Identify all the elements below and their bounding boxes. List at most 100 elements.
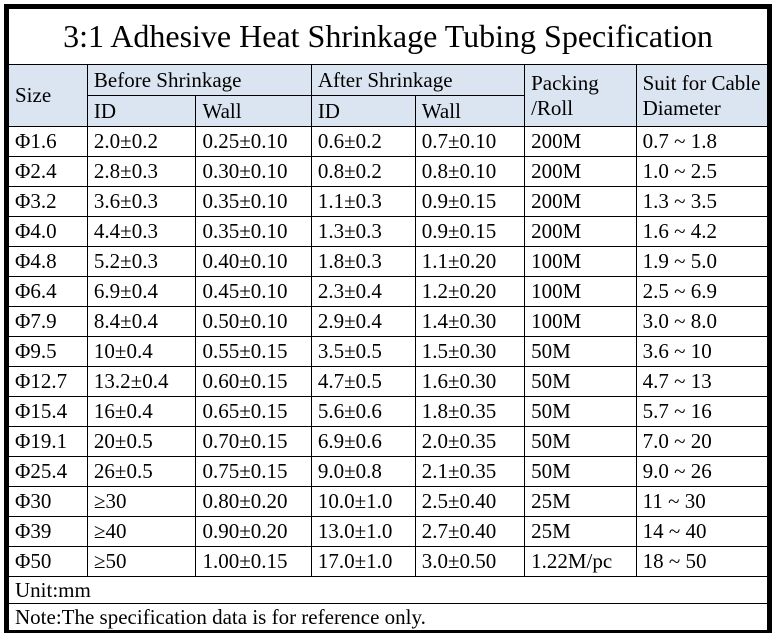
size-cell: Φ50 <box>8 546 88 577</box>
size-cell: Φ30 <box>8 486 88 517</box>
data-cell: 25M <box>524 516 637 547</box>
data-cell: 0.45±0.10 <box>195 276 312 307</box>
table-row: Φ30 ≥30 0.80±0.20 10.0±1.0 2.5±0.40 25M 11 ~ 3… <box>8 486 769 517</box>
data-cell: 1.5±0.30 <box>414 336 526 367</box>
data-cell: 1.3±0.3 <box>310 216 416 247</box>
table-row: Φ19.1 20±0.5 0.70±0.15 6.9±0.6 2.0±0.35 50M 7.… <box>8 426 769 457</box>
data-cell: 0.8±0.2 <box>310 156 416 187</box>
data-cell: 2.5±0.40 <box>414 486 526 517</box>
data-cell: 3.0±0.50 <box>414 546 526 577</box>
data-cell: 2.5 ~ 6.9 <box>635 276 769 307</box>
data-cell: 1.00±0.15 <box>195 546 312 577</box>
data-cell: 2.8±0.3 <box>86 156 197 187</box>
data-cell: 50M <box>524 336 637 367</box>
data-cell: 3.6 ~ 10 <box>635 336 769 367</box>
data-cell: 5.2±0.3 <box>86 246 197 277</box>
size-cell: Φ1.6 <box>8 126 88 157</box>
data-cell: 1.22M/pc <box>524 546 637 577</box>
data-cell: 0.80±0.20 <box>195 486 312 517</box>
note-label: Note:The specification data is for refer… <box>8 603 768 632</box>
table-row: Φ1.6 2.0±0.2 0.25±0.10 0.6±0.2 0.7±0.10 200M 0… <box>8 126 769 157</box>
data-cell: 1.6±0.30 <box>414 366 526 397</box>
data-cell: 200M <box>524 156 637 187</box>
data-cell: 0.9±0.15 <box>414 186 526 217</box>
data-cell: 1.3 ~ 3.5 <box>635 186 769 217</box>
data-cell: 25M <box>524 486 637 517</box>
data-cell: 16±0.4 <box>86 396 197 427</box>
table-row: Φ9.5 10±0.4 0.55±0.15 3.5±0.5 1.5±0.30 50M 3.6… <box>8 336 769 367</box>
data-cell: 7.0 ~ 20 <box>635 426 769 457</box>
data-cell: 0.40±0.10 <box>195 246 312 277</box>
data-cell: ≥50 <box>86 546 197 577</box>
data-cell: 10±0.4 <box>86 336 197 367</box>
table-row: Φ6.4 6.9±0.4 0.45±0.10 2.3±0.4 1.2±0.20 100M 2… <box>8 276 769 307</box>
header-after-wall: Wall <box>414 95 526 127</box>
header-before-id: ID <box>86 95 197 127</box>
note-row: Note:The specification data is for refer… <box>8 603 768 632</box>
data-cell: ≥30 <box>86 486 197 517</box>
data-cell: 20±0.5 <box>86 426 197 457</box>
page-title: 3:1 Adhesive Heat Shrinkage Tubing Speci… <box>8 8 768 65</box>
data-cell: 1.8±0.35 <box>414 396 526 427</box>
spec-table: 3:1 Adhesive Heat Shrinkage Tubing Speci… <box>8 8 769 632</box>
header-before-shrinkage: Before Shrinkage <box>86 64 312 96</box>
header-row-2: ID Wall ID Wall <box>9 95 768 127</box>
size-cell: Φ3.2 <box>8 186 88 217</box>
data-cell: 50M <box>524 396 637 427</box>
header-size: Size <box>8 64 88 127</box>
size-cell: Φ6.4 <box>8 276 88 307</box>
header-row-1: Size Before Shrinkage After Shrinkage Pa… <box>8 64 769 127</box>
data-cell: 1.1±0.3 <box>310 186 416 217</box>
data-cell: 13.0±1.0 <box>310 516 416 547</box>
table-row: Φ12.7 13.2±0.4 0.60±0.15 4.7±0.5 1.6±0.30 50M… <box>8 366 769 397</box>
data-cell: 8.4±0.4 <box>86 306 197 337</box>
size-cell: Φ15.4 <box>8 396 88 427</box>
table-row: Φ7.9 8.4±0.4 0.50±0.10 2.9±0.4 1.4±0.30 100M 3… <box>8 306 769 337</box>
data-cell: 0.60±0.15 <box>195 366 312 397</box>
data-cell: 4.4±0.3 <box>86 216 197 247</box>
data-cell: 10.0±1.0 <box>310 486 416 517</box>
size-cell: Φ7.9 <box>8 306 88 337</box>
header-after-id: ID <box>310 95 416 127</box>
table-body: Φ1.6 2.0±0.2 0.25±0.10 0.6±0.2 0.7±0.10 200M 0… <box>8 126 769 577</box>
data-cell: 0.35±0.10 <box>195 186 312 217</box>
data-cell: 6.9±0.4 <box>86 276 197 307</box>
size-cell: Φ2.4 <box>8 156 88 187</box>
data-cell: 2.0±0.2 <box>86 126 197 157</box>
data-cell: 0.7 ~ 1.8 <box>635 126 769 157</box>
header-after-shrinkage: After Shrinkage <box>310 64 526 96</box>
data-cell: 2.9±0.4 <box>310 306 416 337</box>
data-cell: 0.70±0.15 <box>195 426 312 457</box>
data-cell: 0.55±0.15 <box>195 336 312 367</box>
data-cell: 3.6±0.3 <box>86 186 197 217</box>
table-row: Φ2.4 2.8±0.3 0.30±0.10 0.8±0.2 0.8±0.10 200M 1… <box>8 156 769 187</box>
data-cell: 1.1±0.20 <box>414 246 526 277</box>
data-cell: 50M <box>524 366 637 397</box>
data-cell: 50M <box>524 426 637 457</box>
data-cell: 0.30±0.10 <box>195 156 312 187</box>
data-cell: 9.0 ~ 26 <box>635 456 769 487</box>
unit-row: Unit:mm <box>8 575 768 605</box>
data-cell: 5.7 ~ 16 <box>635 396 769 427</box>
data-cell: 2.1±0.35 <box>414 456 526 487</box>
data-cell: 1.2±0.20 <box>414 276 526 307</box>
data-cell: 200M <box>524 186 637 217</box>
table-row: Φ25.4 26±0.5 0.75±0.15 9.0±0.8 2.1±0.35 50M 9.… <box>8 456 769 487</box>
table-row: Φ50 ≥50 1.00±0.15 17.0±1.0 3.0±0.50 1.22M/pc 1… <box>8 546 769 577</box>
data-cell: 2.3±0.4 <box>310 276 416 307</box>
title-row: 3:1 Adhesive Heat Shrinkage Tubing Speci… <box>8 8 768 65</box>
size-cell: Φ4.8 <box>8 246 88 277</box>
data-cell: 200M <box>524 216 637 247</box>
header-suit-cable-diameter: Suit for Cable Diameter <box>635 64 769 127</box>
size-cell: Φ25.4 <box>8 456 88 487</box>
data-cell: 1.6 ~ 4.2 <box>635 216 769 247</box>
table-row: Φ15.4 16±0.4 0.65±0.15 5.6±0.6 1.8±0.35 50M 5.… <box>8 396 769 427</box>
data-cell: 3.5±0.5 <box>310 336 416 367</box>
data-cell: 0.90±0.20 <box>195 516 312 547</box>
data-cell: 100M <box>524 246 637 277</box>
data-cell: 50M <box>524 456 637 487</box>
data-cell: 1.4±0.30 <box>414 306 526 337</box>
data-cell: 9.0±0.8 <box>310 456 416 487</box>
data-cell: 0.50±0.10 <box>195 306 312 337</box>
